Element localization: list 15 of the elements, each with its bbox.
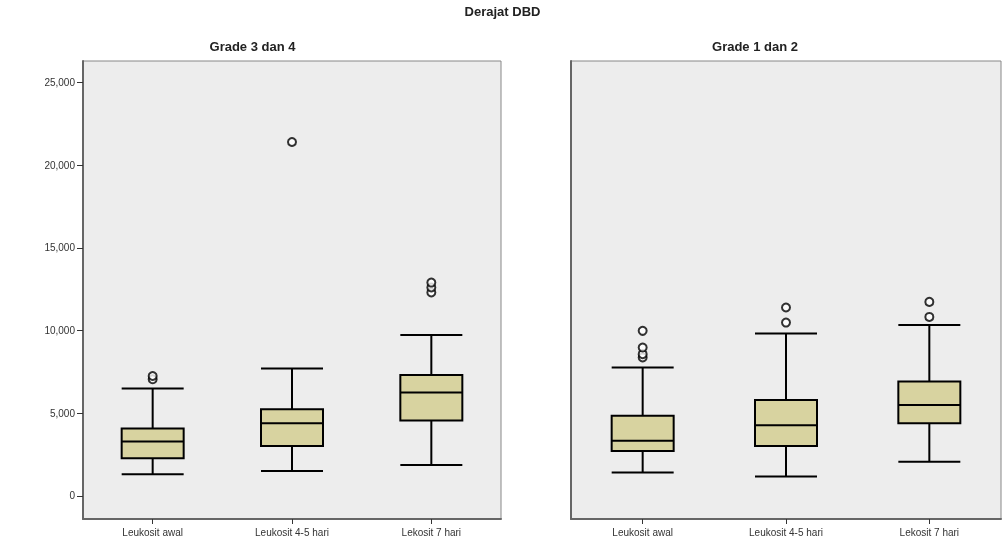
x-tick-label: Lekosit 7 hari (401, 526, 462, 538)
y-tick-label: 10,000 (44, 325, 76, 337)
chart-title: Grade 1 dan 2 (712, 39, 798, 54)
y-tick-label: 5,000 (49, 407, 76, 419)
y-tick-label: 15,000 (44, 242, 76, 254)
x-tick-label: Leukosit 4-5 hari (749, 526, 823, 538)
x-tick-label: Leukosit 4-5 hari (255, 526, 329, 538)
x-tick-label: Lekosit 7 hari (899, 526, 960, 538)
chart-title: Grade 3 dan 4 (209, 39, 297, 54)
x-tick-label: Leukosit awal (122, 526, 183, 538)
y-tick-label: 20,000 (44, 159, 76, 171)
y-tick-label: 0 (69, 490, 76, 502)
y-tick-label: 25,000 (44, 76, 76, 88)
text: Derajat DBD (463, 4, 542, 19)
x-tick-label: Leukosit awal (612, 526, 673, 538)
